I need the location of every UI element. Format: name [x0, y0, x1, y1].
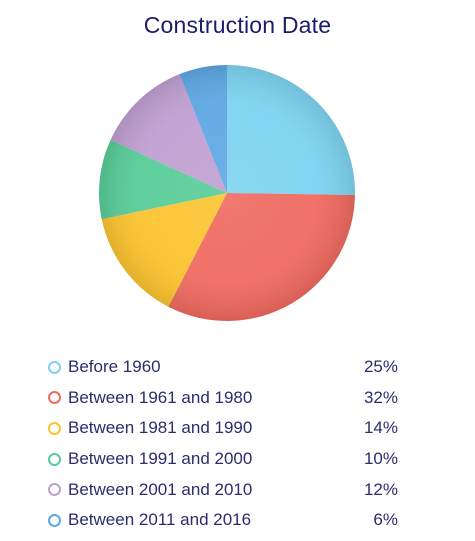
legend-item: Between 1991 and 2000 10%: [48, 444, 398, 475]
legend-label: Between 2001 and 2010: [68, 479, 253, 499]
legend-label: Between 2011 and 2016: [68, 510, 252, 530]
legend-marker-icon: [48, 513, 61, 527]
legend-item: Between 2001 and 2010 12%: [48, 474, 398, 505]
legend-marker-icon: [48, 391, 61, 405]
legend-marker-icon: [48, 421, 61, 435]
legend-item: Between 1981 and 1990 14%: [48, 413, 398, 444]
legend-value: 6%: [373, 510, 398, 530]
legend-label: Before 1960: [68, 357, 161, 377]
legend-marker-icon: [48, 483, 61, 497]
legend-value: 14%: [363, 418, 398, 438]
legend-marker-icon: [48, 360, 61, 374]
legend-item: Between 2011 and 2016 6%: [48, 505, 398, 536]
legend: Before 1960 25% Between 1961 and 1980 32…: [48, 352, 398, 536]
legend-value: 32%: [363, 387, 398, 407]
legend-item: Before 1960 25%: [48, 352, 398, 383]
legend-value: 10%: [363, 449, 398, 469]
legend-value: 12%: [363, 479, 398, 499]
pie-slice: [227, 65, 355, 196]
legend-item: Between 1961 and 1980 32%: [48, 383, 398, 414]
legend-label: Between 1961 and 1980: [68, 387, 253, 407]
legend-label: Between 1991 and 2000: [68, 449, 253, 469]
legend-label: Between 1981 and 1990: [68, 418, 253, 438]
legend-marker-icon: [48, 452, 61, 466]
chart-title: Construction Date: [143, 12, 332, 38]
legend-value: 25%: [363, 357, 398, 377]
